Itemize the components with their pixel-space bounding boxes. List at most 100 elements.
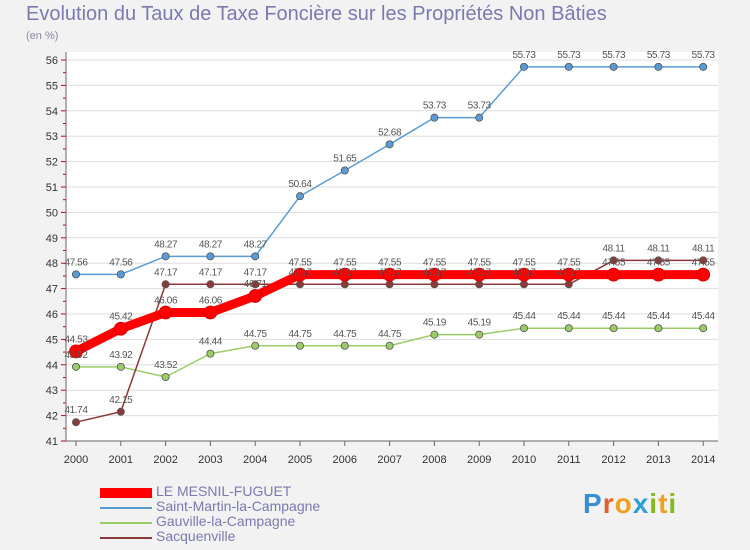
series-point xyxy=(116,407,125,416)
data-label: 46.71 xyxy=(244,279,268,290)
y-tick-label: 44 xyxy=(46,360,58,372)
series-point xyxy=(116,270,125,279)
series-point xyxy=(203,305,218,320)
x-tick-label: 2007 xyxy=(377,454,401,466)
series-point xyxy=(69,344,83,359)
y-axis-unit: (en %) xyxy=(26,30,59,42)
data-label: 48.27 xyxy=(244,239,268,250)
y-tick-label: 55 xyxy=(46,80,58,92)
series-point xyxy=(385,280,394,289)
data-label: 42.15 xyxy=(109,395,133,406)
data-label: 52.68 xyxy=(378,127,402,138)
data-label: 47.17 xyxy=(199,267,223,278)
series-point xyxy=(651,267,666,282)
series-point xyxy=(472,267,487,282)
series-point xyxy=(251,252,260,261)
series-point xyxy=(337,267,352,282)
data-label: 47.55 xyxy=(557,258,581,269)
data-label: 43.52 xyxy=(154,360,178,371)
series-point xyxy=(293,267,307,282)
legend-swatch xyxy=(100,522,152,524)
data-label: 48.11 xyxy=(692,243,715,254)
logo-letter: x xyxy=(632,488,650,519)
data-label: 45.44 xyxy=(647,311,671,322)
data-label: 47.56 xyxy=(109,257,133,268)
series-point xyxy=(699,324,708,333)
series-point xyxy=(609,256,618,265)
data-label: 47.55 xyxy=(512,258,536,269)
y-tick-label: 47 xyxy=(46,284,58,296)
x-tick-label: 2005 xyxy=(288,454,312,466)
data-label: 44.75 xyxy=(244,329,268,340)
series-point xyxy=(340,341,349,350)
series-point xyxy=(696,267,711,282)
data-label: 43.92 xyxy=(64,350,88,361)
data-label: 50.64 xyxy=(288,179,312,190)
series-point xyxy=(385,341,394,350)
series-point xyxy=(295,280,304,289)
series-point xyxy=(158,305,173,320)
legend-swatch xyxy=(100,537,152,539)
series-point xyxy=(161,280,170,289)
data-label: 47.17 xyxy=(423,267,447,278)
logo-letter: P xyxy=(583,488,603,519)
data-label: 47.17 xyxy=(333,267,357,278)
data-label: 53.73 xyxy=(468,101,492,112)
y-tick-label: 54 xyxy=(46,106,58,118)
series-point xyxy=(606,267,621,282)
x-tick-label: 2009 xyxy=(467,454,491,466)
x-tick-label: 2000 xyxy=(64,454,88,466)
data-label: 48.11 xyxy=(602,243,625,254)
series-point xyxy=(72,362,81,371)
series-point xyxy=(654,256,663,265)
data-label: 44.75 xyxy=(333,329,357,340)
series-point xyxy=(654,324,663,333)
data-label: 44.75 xyxy=(288,329,312,340)
data-label: 45.44 xyxy=(692,311,716,322)
data-label: 51.65 xyxy=(333,153,357,164)
series-point xyxy=(382,267,397,282)
data-label: 46.06 xyxy=(154,295,178,306)
data-label: 47.55 xyxy=(692,258,716,269)
logo-letter: o xyxy=(614,488,633,519)
data-label: 47.55 xyxy=(423,258,447,269)
series-point xyxy=(116,362,125,371)
y-tick-label: 46 xyxy=(46,309,58,321)
series-point xyxy=(475,113,484,122)
data-label: 55.73 xyxy=(557,50,581,61)
y-tick-label: 48 xyxy=(46,258,58,270)
data-label: 47.17 xyxy=(378,267,402,278)
series-point xyxy=(340,166,349,175)
series-point xyxy=(113,321,128,336)
series-point xyxy=(206,252,215,261)
series-point xyxy=(295,341,304,350)
x-tick-label: 2011 xyxy=(557,454,581,466)
series-point xyxy=(161,372,170,381)
data-label: 55.73 xyxy=(647,50,671,61)
data-label: 45.42 xyxy=(109,312,133,323)
series-point xyxy=(206,349,215,358)
y-tick-label: 50 xyxy=(46,207,58,219)
x-tick-label: 2003 xyxy=(198,454,222,466)
data-label: 45.44 xyxy=(512,311,536,322)
legend-label: Gauville-la-Campagne xyxy=(156,513,296,529)
legend-label: Saint-Martin-la-Campagne xyxy=(156,498,321,514)
series-point xyxy=(248,289,263,303)
series-point xyxy=(609,62,618,71)
y-tick-label: 52 xyxy=(46,157,58,169)
data-label: 44.44 xyxy=(199,337,223,348)
data-label: 47.55 xyxy=(468,258,492,269)
data-label: 47.55 xyxy=(288,258,312,269)
series-point xyxy=(251,341,260,350)
y-tick-label: 42 xyxy=(46,411,58,423)
data-label: 44.75 xyxy=(378,329,402,340)
series-point xyxy=(430,280,439,289)
series-point xyxy=(72,418,81,427)
logo-letter: r xyxy=(602,488,615,519)
y-tick-label: 43 xyxy=(46,385,58,397)
x-tick-label: 2012 xyxy=(601,454,625,466)
data-label: 45.19 xyxy=(423,318,447,329)
series-point xyxy=(520,280,529,289)
